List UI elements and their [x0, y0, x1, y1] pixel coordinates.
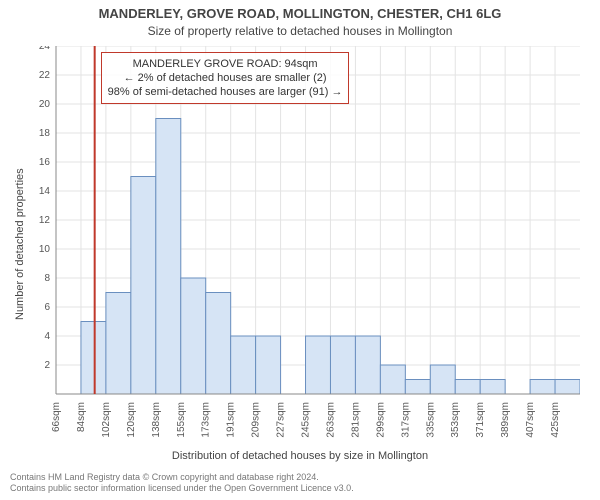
histogram-bar — [181, 278, 206, 394]
x-tick-label: 425sqm — [550, 402, 561, 438]
svg-text:20: 20 — [39, 99, 51, 110]
svg-text:12: 12 — [39, 215, 51, 226]
histogram-bar — [330, 336, 355, 394]
histogram-bar — [156, 119, 181, 395]
x-tick-label: 191sqm — [226, 402, 237, 438]
histogram-bar — [430, 365, 455, 394]
x-tick-label: 299sqm — [375, 402, 386, 438]
histogram-bar — [405, 380, 430, 395]
x-tick-label: 66sqm — [51, 402, 62, 432]
x-tick-label: 335sqm — [425, 402, 436, 438]
svg-text:2: 2 — [44, 360, 50, 371]
x-tick-label: 155sqm — [176, 402, 187, 438]
histogram-plot: 2468101214161820222466sqm84sqm102sqm120s… — [26, 46, 580, 464]
x-tick-label: 245sqm — [301, 402, 312, 438]
x-tick-label: 353sqm — [450, 402, 461, 438]
histogram-bar — [231, 336, 256, 394]
annotation-line-3: 98% of semi-detached houses are larger (… — [108, 85, 343, 99]
svg-text:16: 16 — [39, 157, 51, 168]
svg-text:18: 18 — [39, 128, 51, 139]
x-tick-label: 120sqm — [126, 402, 137, 438]
svg-text:10: 10 — [39, 244, 51, 255]
x-tick-label: 389sqm — [500, 402, 511, 438]
histogram-bar — [455, 380, 480, 395]
histogram-bar — [480, 380, 505, 395]
x-tick-label: 173sqm — [201, 402, 212, 438]
footer-attribution: Contains HM Land Registry data © Crown c… — [10, 472, 354, 494]
footer-line-1: Contains HM Land Registry data © Crown c… — [10, 472, 354, 483]
x-tick-label: 84sqm — [76, 402, 87, 432]
footer-line-2: Contains public sector information licen… — [10, 483, 354, 494]
x-tick-label: 138sqm — [151, 402, 162, 438]
histogram-bar — [380, 365, 405, 394]
histogram-bar — [206, 293, 231, 395]
histogram-bar — [355, 336, 380, 394]
svg-text:4: 4 — [44, 331, 50, 342]
svg-text:14: 14 — [39, 186, 51, 197]
x-tick-label: 281sqm — [350, 402, 361, 438]
histogram-bar — [555, 380, 580, 395]
page-title: MANDERLEY, GROVE ROAD, MOLLINGTON, CHEST… — [0, 6, 600, 21]
y-axis-label: Number of detached properties — [14, 168, 26, 320]
svg-text:8: 8 — [44, 273, 50, 284]
histogram-bar — [106, 293, 131, 395]
histogram-bar — [131, 177, 156, 395]
x-tick-label: 209sqm — [251, 402, 262, 438]
annotation-box: MANDERLEY GROVE ROAD: 94sqm ← 2% of deta… — [101, 52, 350, 104]
x-tick-label: 317sqm — [400, 402, 411, 438]
x-tick-label: 407sqm — [525, 402, 536, 438]
svg-text:22: 22 — [39, 70, 51, 81]
x-axis-label: Distribution of detached houses by size … — [0, 450, 600, 462]
annotation-line-2: ← 2% of detached houses are smaller (2) — [108, 71, 343, 85]
figure-root: MANDERLEY, GROVE ROAD, MOLLINGTON, CHEST… — [0, 0, 600, 500]
svg-text:6: 6 — [44, 302, 50, 313]
svg-text:24: 24 — [39, 46, 51, 52]
histogram-bar — [81, 322, 106, 395]
page-subtitle: Size of property relative to detached ho… — [0, 24, 600, 38]
histogram-bar — [530, 380, 555, 395]
x-tick-label: 227sqm — [276, 402, 287, 438]
x-tick-label: 371sqm — [475, 402, 486, 438]
x-tick-label: 102sqm — [101, 402, 112, 438]
histogram-bar — [256, 336, 281, 394]
x-tick-label: 263sqm — [325, 402, 336, 438]
histogram-bar — [306, 336, 331, 394]
annotation-line-1: MANDERLEY GROVE ROAD: 94sqm — [108, 57, 343, 71]
